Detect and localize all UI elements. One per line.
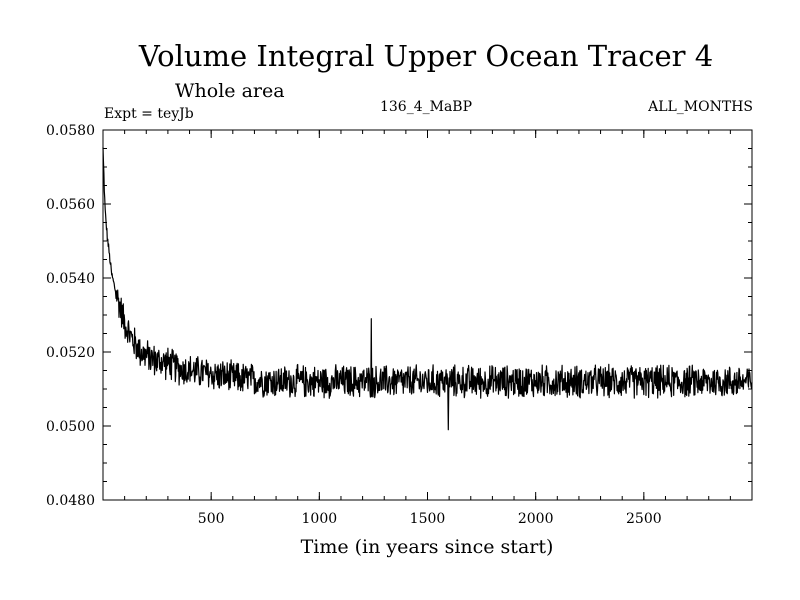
y-tick-label: 0.0500 [46,419,95,435]
plot-frame [102,129,753,501]
y-tick-label: 0.0480 [46,493,95,509]
y-tick-label: 0.0520 [46,345,95,361]
axis-ticks [103,129,752,501]
y-tick-label: 0.0580 [46,123,95,139]
x-tick-label: 1000 [302,511,338,527]
x-tick-label: 2500 [626,511,662,527]
y-tick-labels: 0.0480 0.0500 0.0520 0.0540 0.0560 0.0580 [46,123,95,509]
x-tick-labels: 500 1000 1500 2000 2500 [198,511,662,527]
x-tick-label: 1500 [410,511,446,527]
x-tick-label: 2000 [518,511,554,527]
y-tick-label: 0.0560 [46,197,95,213]
y-tick-label: 0.0540 [46,271,95,287]
chart-subtitle: Whole area [175,80,285,102]
series-line [102,147,753,431]
x-axis-label: Time (in years since start) [301,536,554,558]
months-label: ALL_MONTHS [647,99,753,115]
period-label: 136_4_MaBP [380,99,472,115]
x-tick-label: 500 [198,511,225,527]
chart-title: Volume Integral Upper Ocean Tracer 4 [138,39,713,73]
expt-label: Expt = teyJb [104,106,194,122]
